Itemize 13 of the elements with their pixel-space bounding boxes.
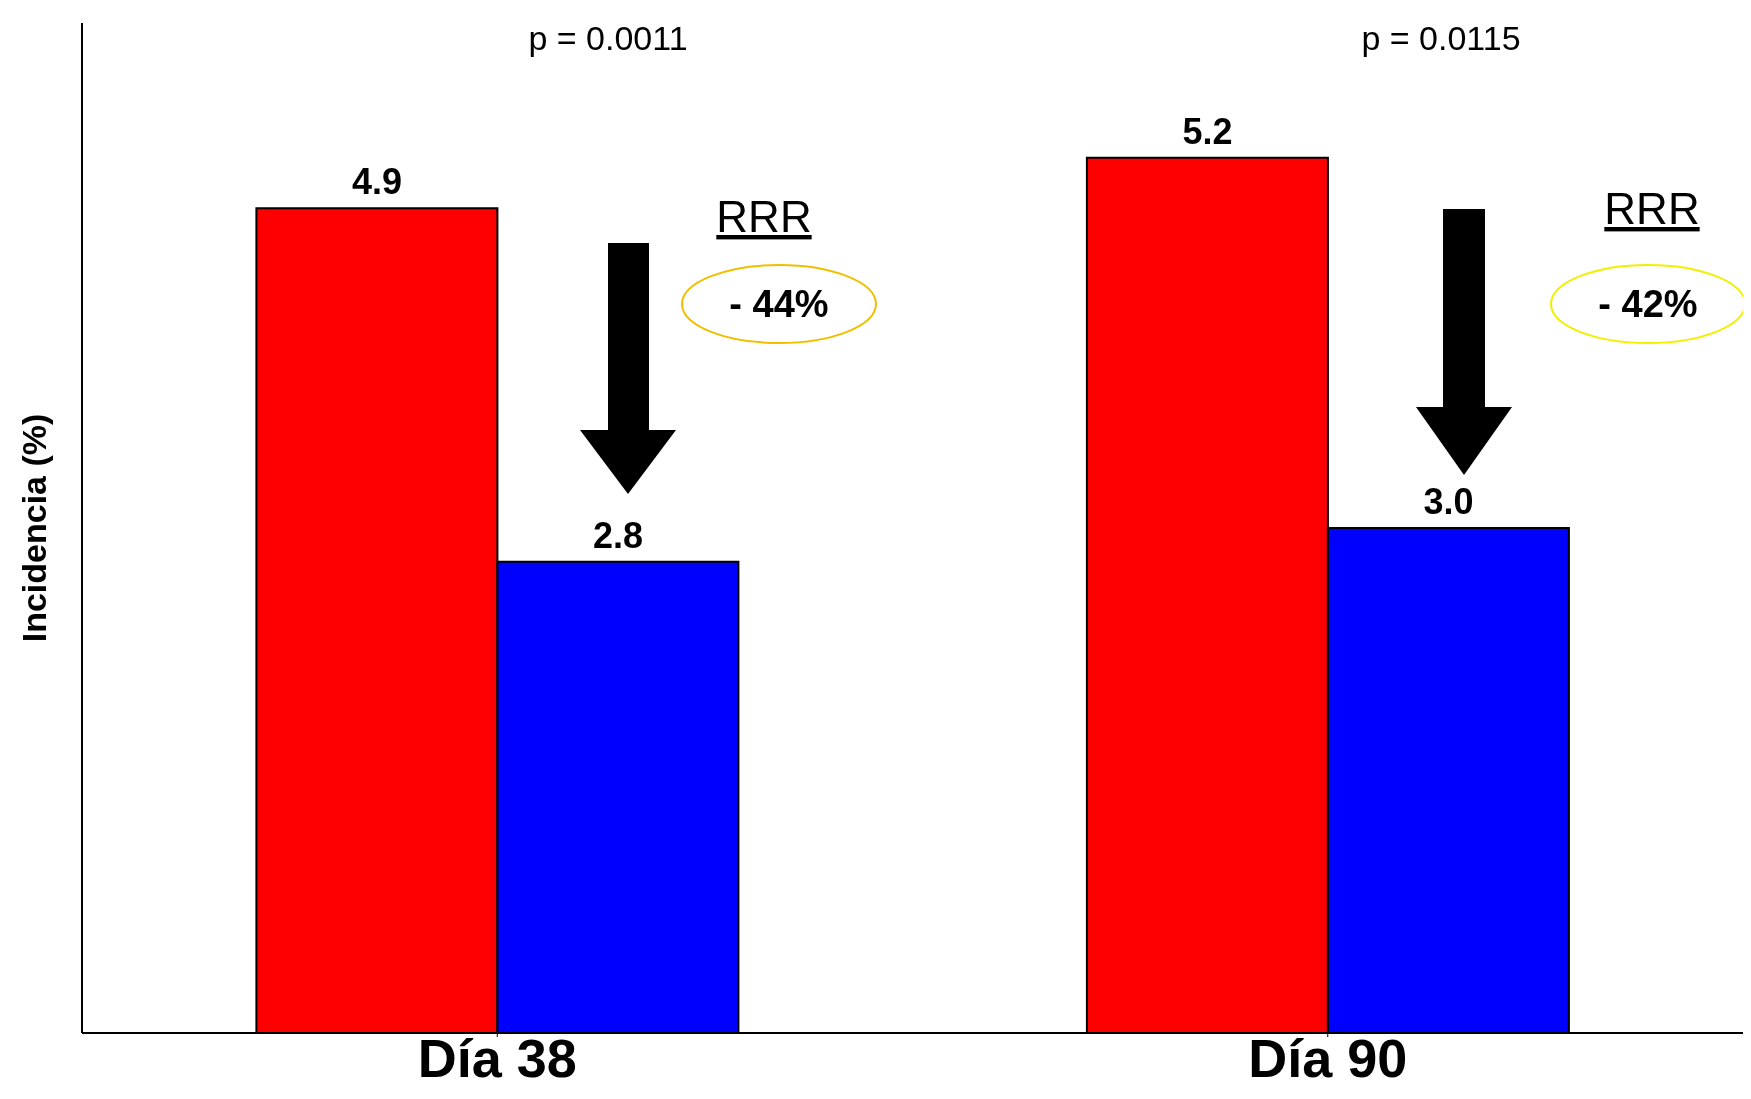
annotation: RRR	[1604, 184, 1700, 233]
annotation: p = 0.0115	[1361, 19, 1521, 57]
data-label: 2.8	[592, 514, 643, 556]
annotation: p = 0.0011	[528, 19, 688, 57]
x-tick-label: Día 38	[417, 1028, 577, 1089]
annotation: - 44%	[729, 283, 829, 325]
annotation: RRR	[716, 192, 812, 241]
data-label: 3.0	[1423, 481, 1474, 522]
data-label: 4.9	[351, 161, 402, 203]
x-tick-label: Día 90	[1248, 1028, 1408, 1089]
annotation: - 42%	[1598, 283, 1698, 325]
y-axis-title: Incidencia (%)	[15, 413, 54, 643]
data-label: 5.2	[1182, 110, 1233, 152]
